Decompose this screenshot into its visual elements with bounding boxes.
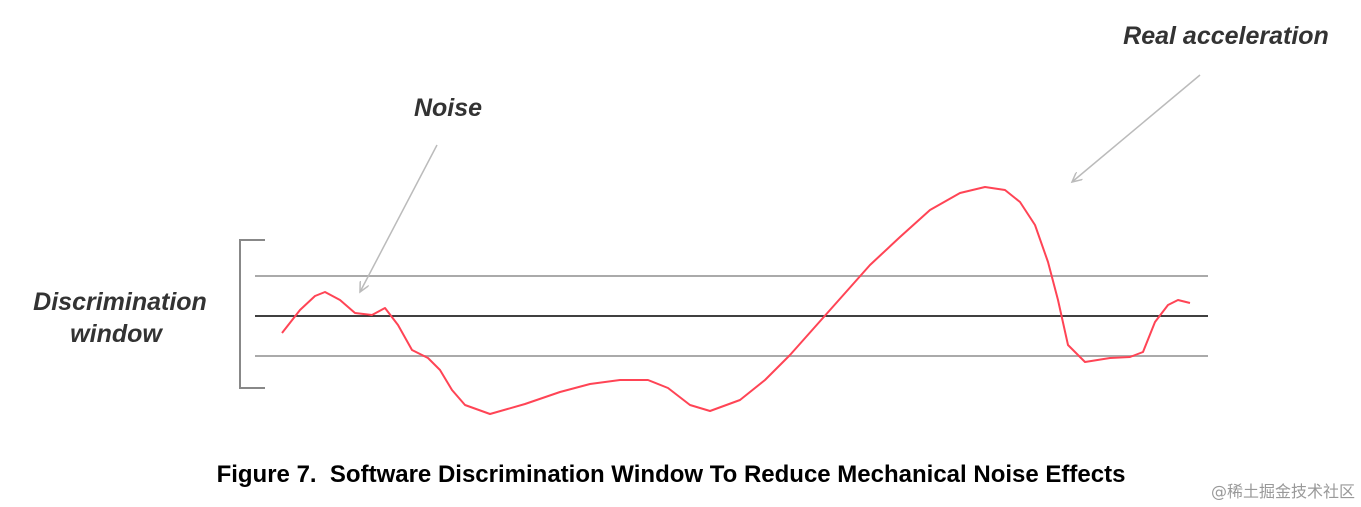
noise-label: Noise xyxy=(414,94,482,122)
window-label: window xyxy=(70,320,163,348)
window-bracket xyxy=(239,239,265,389)
window-label: Discrimination xyxy=(33,288,207,316)
acceleration-arrow xyxy=(1072,74,1201,182)
real-acceleration-label: Real acceleration xyxy=(1123,22,1329,50)
signal-curve xyxy=(281,186,1191,415)
caption: Figure 7. Software Discrimination Window… xyxy=(217,461,1126,488)
noise-arrow xyxy=(360,144,438,292)
watermark: @稀土掘金技术社区 xyxy=(1211,482,1355,501)
